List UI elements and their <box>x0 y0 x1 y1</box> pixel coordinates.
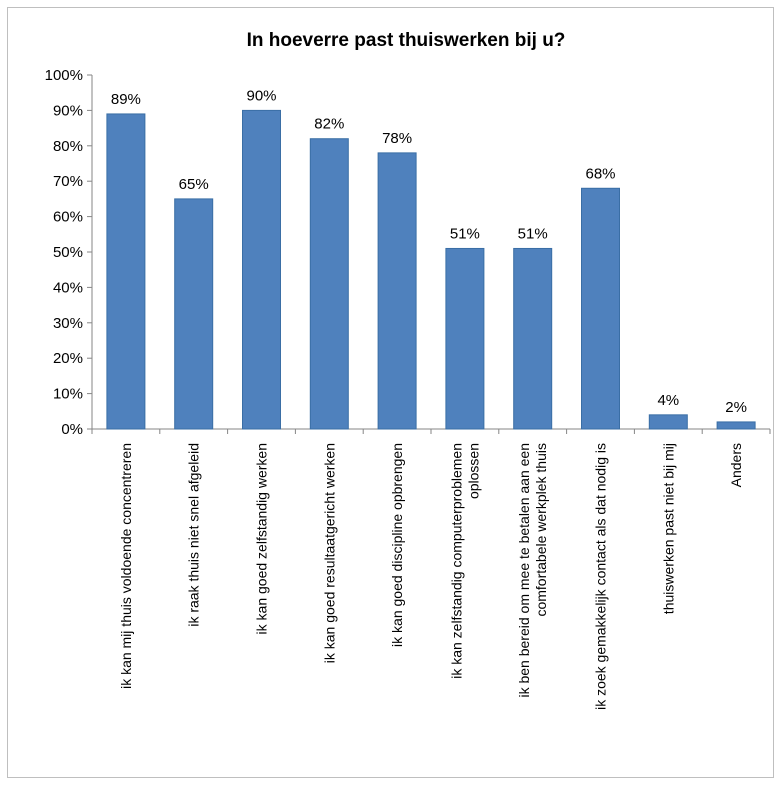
data-label: 90% <box>246 87 276 104</box>
category-label: ik kan goed resultaatgericht werken <box>321 443 337 663</box>
y-tick-label: 70% <box>53 173 83 190</box>
y-tick-label: 100% <box>45 67 83 84</box>
bar <box>242 109 281 430</box>
category-label-line: ik kan goed resultaatgericht werken <box>321 443 337 663</box>
data-label: 4% <box>657 392 679 409</box>
y-tick-label: 50% <box>53 244 83 261</box>
category-label: ik raak thuis niet snel afgeleid <box>186 443 202 627</box>
category-labels: ik kan mij thuis voldoende concentreren i… <box>118 443 744 710</box>
category-label-line: thuiswerken past niet bij mij <box>660 443 676 614</box>
bar <box>581 187 620 430</box>
bar <box>716 421 756 430</box>
category-label: Anders <box>728 443 744 487</box>
data-label: 78% <box>382 130 412 147</box>
category-label-line: ik kan goed discipline opbrengen <box>389 443 405 647</box>
data-label: 2% <box>725 399 747 416</box>
category-label-line: ik kan zelfstandig computerproblemen <box>448 443 464 679</box>
data-label: 68% <box>585 165 615 182</box>
bar <box>174 198 214 430</box>
category-label: ik zoek gemakkelijk contact als dat nodi… <box>593 443 609 710</box>
bars <box>106 109 756 430</box>
bar <box>513 247 553 430</box>
category-label-line: ik raak thuis niet snel afgeleid <box>186 443 202 627</box>
y-tick-label: 40% <box>53 279 83 296</box>
category-label-line: oplossen <box>465 443 481 499</box>
data-label: 89% <box>111 91 141 108</box>
y-tick-label: 0% <box>61 421 83 438</box>
y-tick-label: 10% <box>53 386 83 403</box>
category-label-line: ik ben bereid om mee te betalen aan een <box>516 443 532 698</box>
chart-title: In hoeverre past thuiswerken bij u? <box>247 30 566 51</box>
category-label-line: ik kan mij thuis voldoende concentreren <box>118 443 134 689</box>
category-label: ik kan zelfstandig computerproblemen oplo… <box>448 443 481 679</box>
y-tick-label: 30% <box>53 315 83 332</box>
bar <box>309 138 349 430</box>
bar <box>106 113 146 430</box>
category-label: ik kan mij thuis voldoende concentreren <box>118 443 134 689</box>
category-label: thuiswerken past niet bij mij <box>660 443 676 614</box>
category-label: ik kan goed discipline opbrengen <box>389 443 405 647</box>
y-tick-label: 20% <box>53 350 83 367</box>
category-label-line: ik kan goed zelfstandig werken <box>254 443 270 634</box>
category-label: ik ben bereid om mee te betalen aan een c… <box>516 443 549 698</box>
data-label: 65% <box>179 176 209 193</box>
y-tick-label: 90% <box>53 102 83 119</box>
bar <box>445 247 485 430</box>
category-label-line: Anders <box>728 443 744 487</box>
bar <box>648 414 688 430</box>
category-label-line: comfortabele werkplek thuis <box>533 443 549 617</box>
y-tick-label: 80% <box>53 138 83 155</box>
data-label: 51% <box>450 225 480 242</box>
category-label-line: ik zoek gemakkelijk contact als dat nodi… <box>593 443 609 710</box>
data-label: 82% <box>314 116 344 133</box>
category-label: ik kan goed zelfstandig werken <box>254 443 270 634</box>
data-labels: 89% 65% 90% 82% 78% 51% 51% 68% 4% 2% <box>111 87 747 416</box>
y-tick-label: 60% <box>53 209 83 226</box>
bar <box>377 152 417 430</box>
data-label: 51% <box>518 225 548 242</box>
